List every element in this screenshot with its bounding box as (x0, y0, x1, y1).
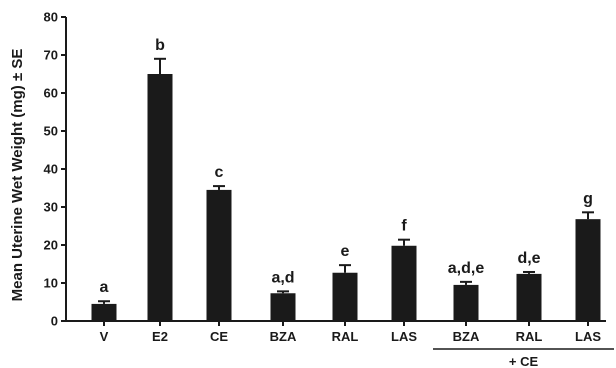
y-tick-label: 50 (44, 124, 58, 139)
x-tick-label: BZA (270, 329, 297, 344)
x-tick-label: LAS (575, 329, 601, 344)
y-tick-label: 30 (44, 200, 58, 215)
x-tick-label: E2 (152, 329, 168, 344)
bar (391, 245, 417, 321)
group-label: + CE (509, 354, 539, 368)
bars (91, 57, 601, 321)
bar (147, 74, 173, 321)
significance-label: g (583, 190, 593, 207)
y-tick-label: 0 (51, 314, 58, 329)
bar (453, 284, 479, 321)
x-tick-label: RAL (516, 329, 543, 344)
y-tick-label: 60 (44, 86, 58, 101)
y-tick-label: 80 (44, 10, 58, 25)
y-tick-label: 70 (44, 48, 58, 63)
labels: Va E2 b CE c BZA a,d RAL e LAS f BZA a,d,e RAL d,e LAS g… (100, 37, 602, 368)
y-axis-title: Mean Uterine Wet Weight (mg) ± SE (9, 49, 26, 302)
significance-label: c (215, 164, 224, 181)
x-tick-label: LAS (391, 329, 417, 344)
bar (206, 189, 232, 321)
y-tick-label: 10 (44, 276, 58, 291)
bar (332, 272, 358, 321)
significance-label: e (341, 243, 350, 260)
significance-label: d,e (517, 250, 540, 267)
y-tick-label: 20 (44, 238, 58, 253)
bar (91, 303, 117, 321)
significance-label: a,d (271, 269, 294, 286)
bar (575, 219, 601, 321)
significance-label: b (155, 37, 165, 54)
significance-label: a (100, 279, 109, 296)
x-tick-label: CE (210, 329, 228, 344)
x-tick-label: BZA (453, 329, 480, 344)
bar (270, 293, 296, 321)
significance-label: f (401, 218, 407, 235)
significance-label: a,d,e (448, 260, 485, 277)
y-tick-label: 40 (44, 162, 58, 177)
bar (516, 273, 542, 321)
x-tick-label: RAL (332, 329, 359, 344)
x-tick-label: V (100, 329, 109, 344)
